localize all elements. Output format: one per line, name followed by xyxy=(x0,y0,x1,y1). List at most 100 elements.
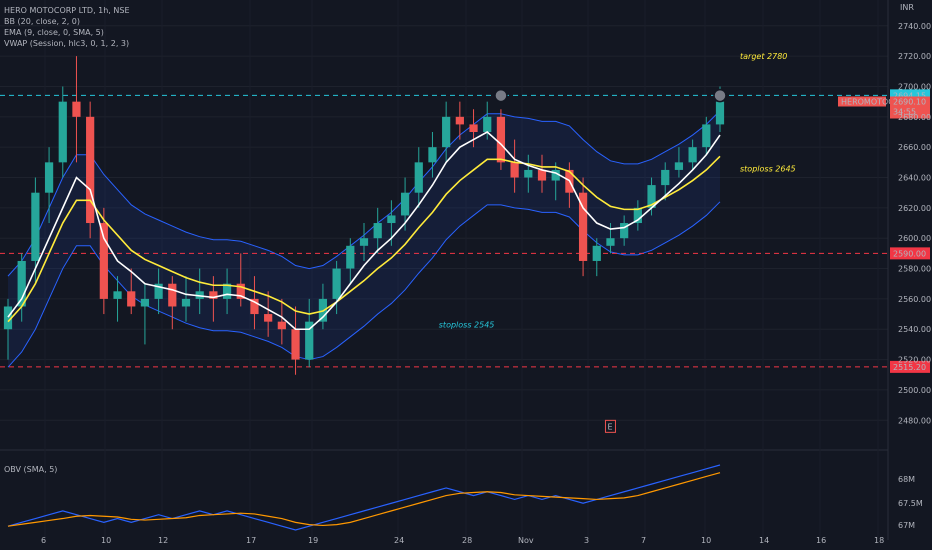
candle-body xyxy=(428,147,437,163)
y-tick-label: 2620.00 xyxy=(898,204,931,213)
candle-body xyxy=(688,147,697,163)
candle-body xyxy=(250,298,259,315)
level-tag-label: 2590.00 xyxy=(893,249,926,258)
y-tick-label: 2500.00 xyxy=(898,386,931,395)
annotation-label: stoploss 2645 xyxy=(740,164,796,173)
bb-indicator-label[interactable]: BB (20, close, 2, 0) xyxy=(4,17,80,26)
symbol-tag xyxy=(838,96,886,107)
y-tick-label: 2560.00 xyxy=(898,295,931,304)
candle-body xyxy=(715,101,725,125)
obv-tick-label: 67.5M xyxy=(898,499,923,508)
candle-body xyxy=(99,223,108,299)
time-axis[interactable]: 6 10 12 17 19 24 28 Nov 3 7 10 14 16 18 xyxy=(41,536,884,545)
obv-line xyxy=(7,464,721,531)
symbol-title[interactable]: HERO MOTOCORP LTD, 1h, NSE xyxy=(4,6,130,15)
annotation-label: stoploss 2545 xyxy=(439,321,495,330)
candle-body xyxy=(647,185,656,208)
y-tick-label: 2680.00 xyxy=(898,113,931,122)
candle-body xyxy=(510,162,519,178)
y-tick-label: 2480.00 xyxy=(898,416,931,425)
candle-body xyxy=(113,291,122,299)
candle-body xyxy=(387,215,396,224)
symbol-tag-label: HEROMOTOCO xyxy=(841,98,900,107)
obv-ma-line xyxy=(7,472,721,527)
candle-body xyxy=(332,268,341,299)
price-levels: 2590.00 2515.20 2694.15 xyxy=(0,89,930,373)
candle-body xyxy=(346,245,355,269)
candle-body xyxy=(359,238,369,246)
candle-body xyxy=(578,192,588,261)
level-tag xyxy=(890,247,930,260)
pivot-marker xyxy=(494,88,508,103)
obv-legend[interactable]: OBV (SMA, 5) xyxy=(4,465,58,474)
earnings-marker-label: E xyxy=(607,422,612,431)
pivot-marker xyxy=(713,88,727,103)
candle-body xyxy=(442,116,451,148)
candle-body xyxy=(537,169,547,181)
annotation-label: target 2780 xyxy=(740,52,787,61)
currency-label: INR xyxy=(900,3,914,12)
ema-line xyxy=(7,155,721,323)
earnings-marker xyxy=(604,419,616,433)
level-tag-label: 2515.20 xyxy=(893,363,926,372)
x-tick-label: 7 xyxy=(641,536,646,545)
candle-body xyxy=(58,101,67,163)
candle-body xyxy=(661,169,670,186)
x-tick-label: 10 xyxy=(101,536,111,545)
candle-body xyxy=(606,238,615,246)
candle-body xyxy=(400,192,410,216)
candle-body xyxy=(524,169,533,178)
y-tick-label: 2660.00 xyxy=(898,143,931,152)
y-tick-label: 2640.00 xyxy=(898,174,931,183)
candle-body xyxy=(222,283,232,299)
bb-lower-line xyxy=(7,201,721,368)
grid-lines xyxy=(0,25,888,451)
candle-body xyxy=(181,298,191,307)
y-tick-label: 2580.00 xyxy=(898,265,931,274)
candle-body xyxy=(44,162,54,193)
candle-body xyxy=(305,321,314,360)
candle-body xyxy=(3,306,13,330)
price-tag xyxy=(890,96,930,119)
y-tick-label: 2540.00 xyxy=(898,325,931,334)
obv-tick-label: 68M xyxy=(898,475,915,484)
candle-body xyxy=(17,260,26,307)
candle-body xyxy=(455,116,464,125)
vwap-indicator-label[interactable]: VWAP (Session, hlc3, 0, 1, 2, 3) xyxy=(4,39,130,48)
candlesticks xyxy=(3,56,725,375)
level-tag xyxy=(890,360,930,373)
candle-body xyxy=(620,223,629,239)
candle-body xyxy=(373,223,382,239)
indicator-lines xyxy=(7,131,721,331)
chart-legend: HERO MOTOCORP LTD, 1h, NSE BB (20, close… xyxy=(4,5,130,49)
candle-body xyxy=(140,298,150,307)
y-tick-label: 2600.00 xyxy=(898,234,931,243)
ema-indicator-label[interactable]: EMA (9, close, 0, SMA, 5) xyxy=(4,28,104,37)
candle-body xyxy=(154,283,163,299)
price-tag-countdown: 34:55 xyxy=(893,108,916,117)
price-axis[interactable]: 2480.00 2500.00 2520.00 2540.00 2560.00 2580.… xyxy=(887,0,931,540)
candle-body xyxy=(72,101,81,117)
candle-body xyxy=(168,283,177,307)
candle-body xyxy=(291,329,300,360)
price-tag-value: 2690.10 xyxy=(893,98,926,107)
obv-panel xyxy=(7,464,721,531)
y-tick-label: 2740.00 xyxy=(898,22,931,31)
x-tick-label: 14 xyxy=(759,536,769,545)
x-tick-label: 28 xyxy=(462,536,472,545)
candle-body xyxy=(551,169,560,181)
vwap-line xyxy=(7,131,721,331)
x-tick-label: 24 xyxy=(394,536,404,545)
candle-body xyxy=(264,314,273,322)
x-tick-label: 18 xyxy=(874,536,884,545)
x-tick-label: 10 xyxy=(701,536,711,545)
y-tick-label: 2520.00 xyxy=(898,356,931,365)
candle-body xyxy=(702,124,711,148)
candle-body xyxy=(633,207,642,224)
x-tick-label: 6 xyxy=(41,536,46,545)
candle-body xyxy=(236,283,245,299)
chart-markers: E xyxy=(494,88,727,433)
x-tick-label: 3 xyxy=(584,536,589,545)
